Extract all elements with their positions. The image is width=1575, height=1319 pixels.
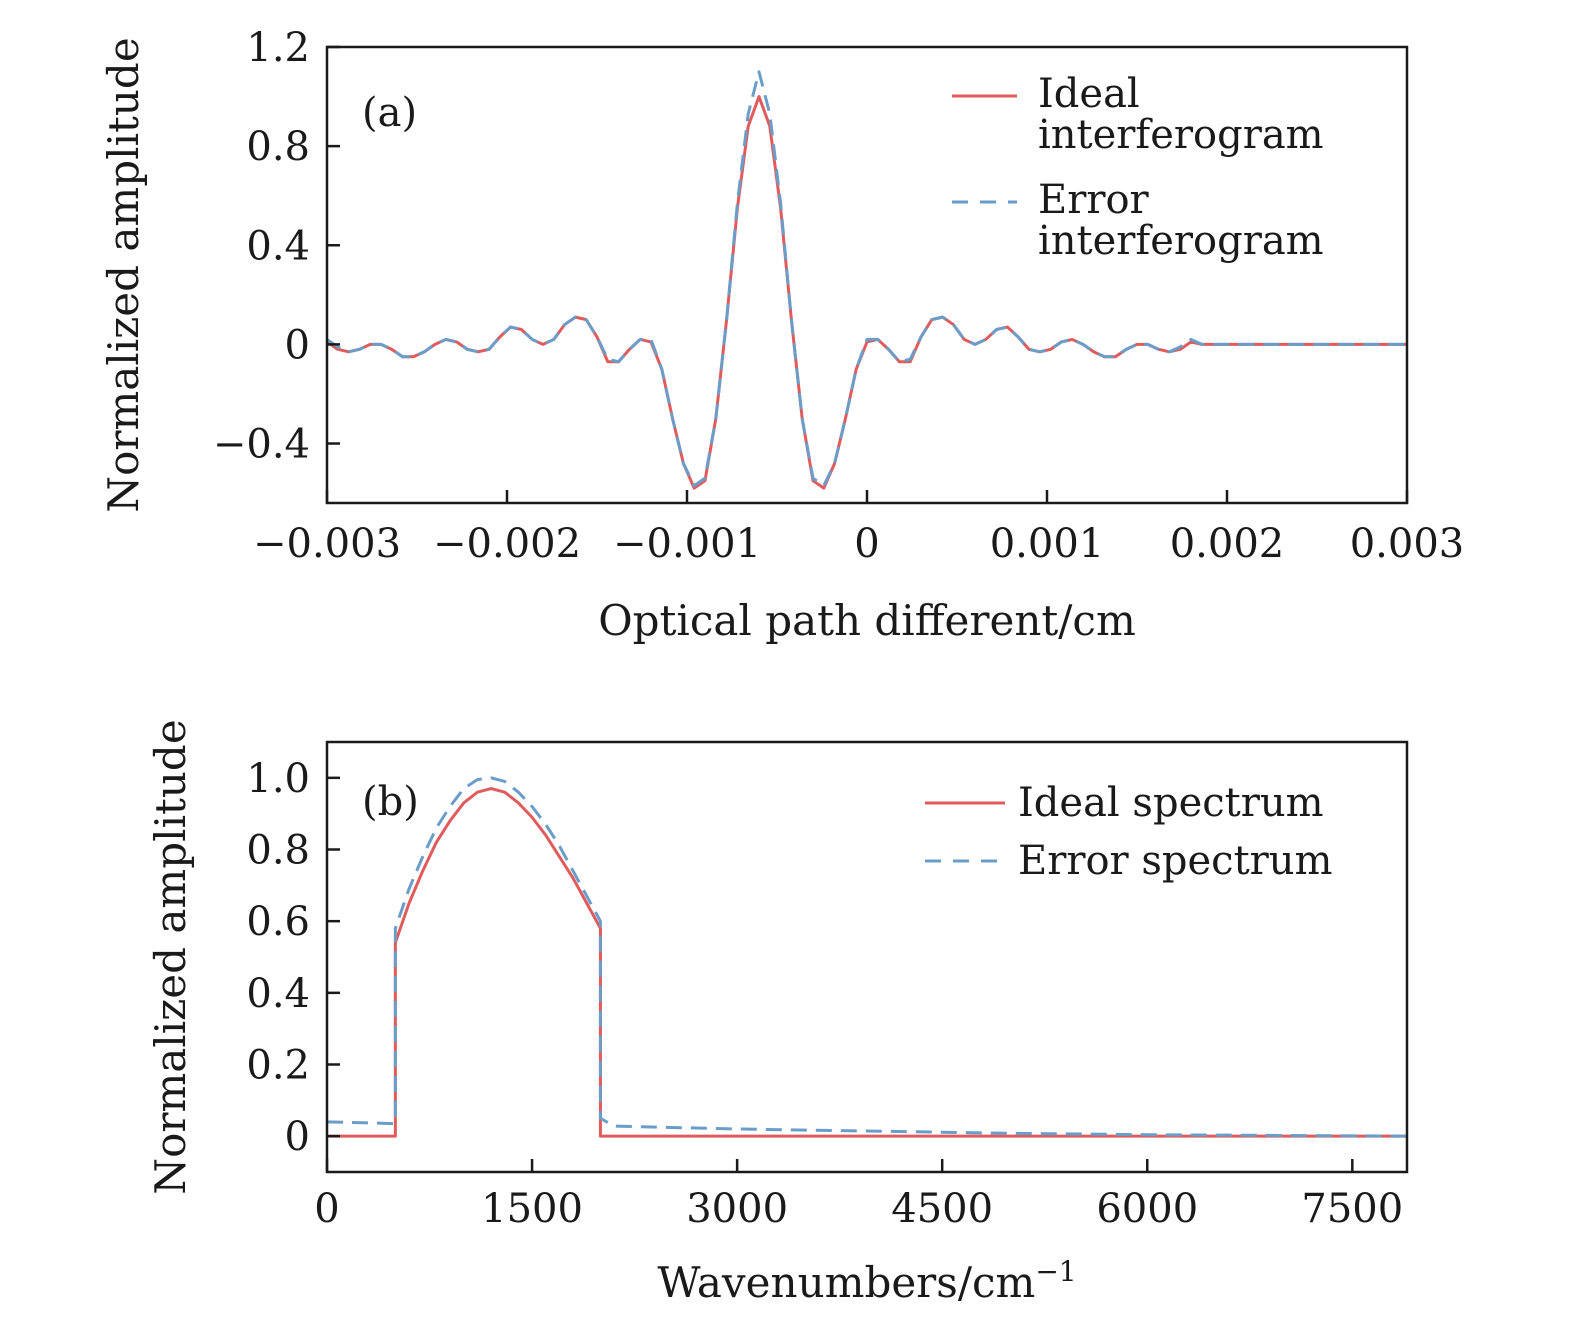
y-axis-label: Normalized amplitude bbox=[99, 37, 148, 512]
legend-label-ideal: Ideal spectrum bbox=[1018, 780, 1324, 826]
x-tick-label: 0.003 bbox=[1350, 521, 1465, 567]
y-tick-label: 0 bbox=[285, 322, 310, 368]
legend-label-ideal: Ideal interferogram bbox=[1038, 71, 1324, 158]
y-tick-label: 0.8 bbox=[246, 124, 310, 170]
x-tick-label: −0.001 bbox=[613, 521, 761, 567]
error-series-line bbox=[327, 776, 1407, 1138]
x-tick-label: 7500 bbox=[1301, 1186, 1403, 1232]
y-tick-label: 0.4 bbox=[246, 223, 310, 269]
y-tick-label: 0.2 bbox=[246, 1043, 310, 1089]
x-tick-label: 6000 bbox=[1096, 1186, 1198, 1232]
y-tick-label: 0.6 bbox=[246, 899, 310, 945]
x-axis-label: Wavenumbers/cm−1 bbox=[657, 1255, 1076, 1307]
panel-label: (b) bbox=[362, 779, 419, 825]
chart-panel-a: −0.003 −0.002 −0.001 0 0.001 0.002 0.003 −0.4 0 0… bbox=[99, 25, 1464, 645]
panel-label: (a) bbox=[362, 90, 417, 136]
y-tick-label: 0.8 bbox=[246, 828, 310, 874]
x-tick-label: 3000 bbox=[686, 1186, 788, 1232]
x-tick-label: 0.002 bbox=[1170, 521, 1285, 567]
x-axis-label-superscript: −1 bbox=[1035, 1255, 1076, 1288]
y-tick-label: 0.4 bbox=[246, 971, 310, 1017]
x-tick-label: 0.001 bbox=[990, 521, 1105, 567]
x-tick-label: 4500 bbox=[891, 1186, 993, 1232]
x-tick-label: 1500 bbox=[481, 1186, 583, 1232]
y-tick-label: 1.0 bbox=[246, 756, 310, 802]
plot-frame bbox=[325, 740, 1409, 1174]
x-tick-label: −0.002 bbox=[433, 521, 581, 567]
legend-label-error: Error interferogram bbox=[1038, 177, 1324, 264]
y-tick-label: −0.4 bbox=[213, 422, 310, 468]
ideal-series-line bbox=[327, 787, 1407, 1138]
y-tick-label: 1.2 bbox=[246, 25, 310, 71]
x-axis-label: Optical path different/cm bbox=[598, 596, 1136, 645]
legend-label-error: Error spectrum bbox=[1018, 838, 1332, 884]
y-axis-label: Normalized amplitude bbox=[146, 719, 195, 1194]
chart-panel-b: 0 1500 3000 4500 6000 7500 0 0.2 0.4 0.6 0.8 1.0 Nor… bbox=[146, 719, 1409, 1307]
error-series-line bbox=[327, 70, 1407, 488]
x-tick-label: −0.003 bbox=[253, 521, 401, 567]
x-tick-label: 0 bbox=[854, 521, 879, 567]
x-tick-label: 0 bbox=[314, 1186, 339, 1232]
y-tick-label: 0 bbox=[285, 1114, 310, 1160]
